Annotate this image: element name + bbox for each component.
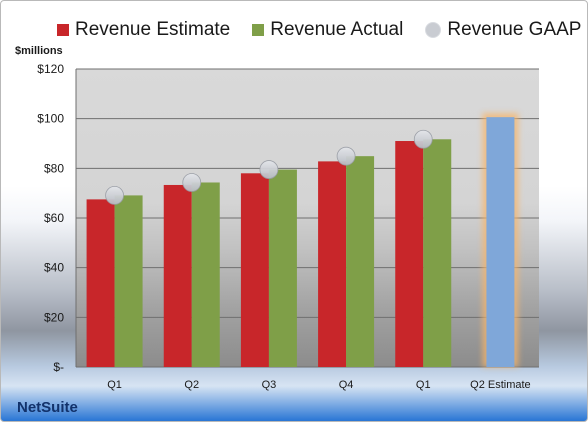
- bar-revenue-actual: [114, 195, 143, 367]
- y-tick-label: $40: [44, 261, 64, 275]
- legend-label-gaap: Revenue GAAP: [447, 19, 582, 40]
- legend-item-revenue-estimate: Revenue Estimate: [57, 19, 230, 41]
- brand-label: NetSuite: [17, 399, 78, 416]
- legend-swatch-estimate: [57, 24, 69, 36]
- y-tick-label: $20: [44, 310, 64, 324]
- y-tick-label: $120: [37, 62, 64, 76]
- x-tick-label: Q1: [416, 379, 431, 391]
- x-tick-label: Q4: [339, 379, 354, 391]
- y-axis-unit-label: $millions: [15, 45, 63, 57]
- legend-label-actual: Revenue Actual: [270, 19, 404, 40]
- marker-revenue-gaap: [182, 173, 202, 192]
- bar-revenue-estimate: [86, 199, 115, 367]
- y-tick-label: $100: [37, 112, 64, 126]
- marker-revenue-gaap: [105, 186, 124, 205]
- legend-swatch-actual: [252, 24, 265, 36]
- legend: Revenue Estimate Revenue Actual Revenue …: [57, 19, 581, 41]
- x-tick-label: Q2: [184, 379, 199, 391]
- legend-label-estimate: Revenue Estimate: [75, 19, 231, 40]
- bar-revenue-estimate: [318, 161, 347, 367]
- legend-item-revenue-gaap: Revenue GAAP: [425, 19, 581, 41]
- bar-revenue-actual: [191, 182, 220, 367]
- bar-revenue-estimate: [395, 141, 424, 367]
- bar-q2-estimate: [486, 117, 515, 367]
- legend-marker-gaap: [425, 22, 442, 38]
- x-tick-label: Q3: [262, 379, 277, 391]
- marker-revenue-gaap: [413, 129, 433, 149]
- marker-revenue-gaap: [259, 160, 279, 179]
- bar-revenue-estimate: [240, 173, 269, 367]
- x-tick-label: Q1: [107, 379, 122, 391]
- bar-revenue-actual: [268, 169, 297, 367]
- y-tick-label: $-: [53, 360, 64, 374]
- x-tick-label: Q2 Estimate: [470, 379, 531, 391]
- y-tick-label: $60: [44, 211, 64, 225]
- bar-revenue-actual: [423, 139, 452, 367]
- marker-revenue-gaap: [336, 146, 356, 166]
- bar-revenue-estimate: [163, 184, 192, 367]
- legend-item-revenue-actual: Revenue Actual: [252, 19, 403, 41]
- y-tick-label: $80: [44, 161, 64, 175]
- bar-revenue-actual: [346, 156, 375, 367]
